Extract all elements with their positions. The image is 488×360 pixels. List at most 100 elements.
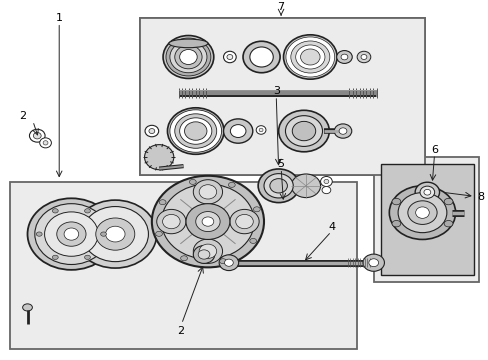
Ellipse shape — [162, 215, 180, 229]
Ellipse shape — [185, 204, 229, 239]
Bar — [140, 18, 424, 175]
Ellipse shape — [195, 212, 220, 231]
Ellipse shape — [33, 132, 41, 139]
Ellipse shape — [414, 182, 439, 202]
Ellipse shape — [174, 114, 216, 148]
Ellipse shape — [423, 189, 430, 195]
Ellipse shape — [193, 180, 222, 204]
Ellipse shape — [152, 176, 264, 267]
Ellipse shape — [362, 254, 384, 271]
Circle shape — [22, 304, 32, 311]
Ellipse shape — [96, 218, 135, 250]
Ellipse shape — [199, 244, 216, 258]
Ellipse shape — [193, 239, 222, 264]
Ellipse shape — [202, 217, 213, 226]
Circle shape — [155, 231, 162, 236]
Circle shape — [443, 220, 452, 227]
Circle shape — [52, 209, 58, 213]
Ellipse shape — [35, 204, 108, 265]
Text: 2: 2 — [177, 326, 184, 336]
Ellipse shape — [368, 259, 378, 267]
Ellipse shape — [199, 185, 216, 199]
Ellipse shape — [57, 222, 86, 246]
Circle shape — [180, 256, 187, 261]
Ellipse shape — [256, 126, 265, 134]
Ellipse shape — [226, 54, 232, 59]
Ellipse shape — [415, 207, 428, 219]
Circle shape — [391, 198, 400, 205]
Ellipse shape — [322, 186, 330, 194]
Ellipse shape — [258, 169, 299, 203]
Ellipse shape — [340, 54, 347, 60]
Ellipse shape — [360, 54, 366, 59]
Ellipse shape — [259, 128, 263, 132]
Circle shape — [443, 198, 452, 205]
Bar — [407, 175, 473, 211]
Ellipse shape — [219, 255, 238, 271]
Ellipse shape — [163, 36, 213, 78]
Ellipse shape — [165, 38, 210, 76]
Ellipse shape — [388, 186, 455, 239]
Ellipse shape — [235, 215, 253, 229]
Ellipse shape — [157, 210, 185, 234]
Ellipse shape — [105, 226, 125, 242]
Ellipse shape — [336, 50, 351, 63]
Bar — [140, 18, 424, 175]
Circle shape — [52, 255, 58, 260]
Text: 1: 1 — [56, 13, 62, 23]
Ellipse shape — [283, 35, 336, 79]
Circle shape — [101, 232, 106, 236]
Ellipse shape — [224, 259, 233, 266]
Circle shape — [189, 179, 196, 184]
Text: 4: 4 — [328, 222, 335, 232]
Ellipse shape — [184, 122, 206, 140]
Circle shape — [391, 220, 400, 227]
Text: 3: 3 — [272, 86, 279, 96]
Ellipse shape — [149, 129, 155, 134]
Ellipse shape — [179, 49, 197, 64]
Text: 2: 2 — [19, 111, 26, 121]
Ellipse shape — [320, 176, 331, 186]
Ellipse shape — [292, 121, 315, 141]
Ellipse shape — [243, 41, 280, 73]
Ellipse shape — [40, 138, 51, 148]
Ellipse shape — [285, 116, 322, 147]
Circle shape — [219, 259, 226, 264]
Bar — [373, 157, 478, 282]
Ellipse shape — [29, 129, 45, 142]
Ellipse shape — [285, 37, 334, 77]
Ellipse shape — [198, 250, 209, 259]
Circle shape — [159, 200, 166, 205]
Ellipse shape — [324, 179, 328, 184]
Ellipse shape — [278, 110, 329, 152]
Ellipse shape — [269, 179, 287, 193]
Ellipse shape — [44, 212, 98, 256]
Ellipse shape — [144, 145, 173, 170]
Ellipse shape — [249, 47, 273, 67]
Text: 6: 6 — [430, 145, 437, 155]
Ellipse shape — [333, 124, 351, 138]
Bar — [380, 164, 473, 275]
Ellipse shape — [193, 246, 214, 264]
Ellipse shape — [397, 193, 446, 233]
Ellipse shape — [229, 210, 259, 234]
Ellipse shape — [27, 198, 115, 270]
Ellipse shape — [174, 45, 202, 69]
Text: 5: 5 — [277, 159, 284, 169]
Text: 7: 7 — [277, 2, 284, 12]
Circle shape — [36, 232, 42, 236]
Ellipse shape — [295, 45, 325, 69]
Ellipse shape — [74, 200, 157, 268]
Ellipse shape — [264, 174, 293, 198]
Ellipse shape — [230, 125, 245, 138]
Circle shape — [84, 209, 90, 213]
Circle shape — [249, 238, 256, 243]
Ellipse shape — [407, 201, 436, 224]
Ellipse shape — [169, 110, 221, 152]
Circle shape — [84, 255, 90, 260]
Ellipse shape — [419, 186, 434, 198]
Ellipse shape — [338, 128, 346, 134]
Ellipse shape — [223, 51, 236, 63]
Ellipse shape — [356, 51, 370, 63]
Text: 8: 8 — [476, 192, 484, 202]
